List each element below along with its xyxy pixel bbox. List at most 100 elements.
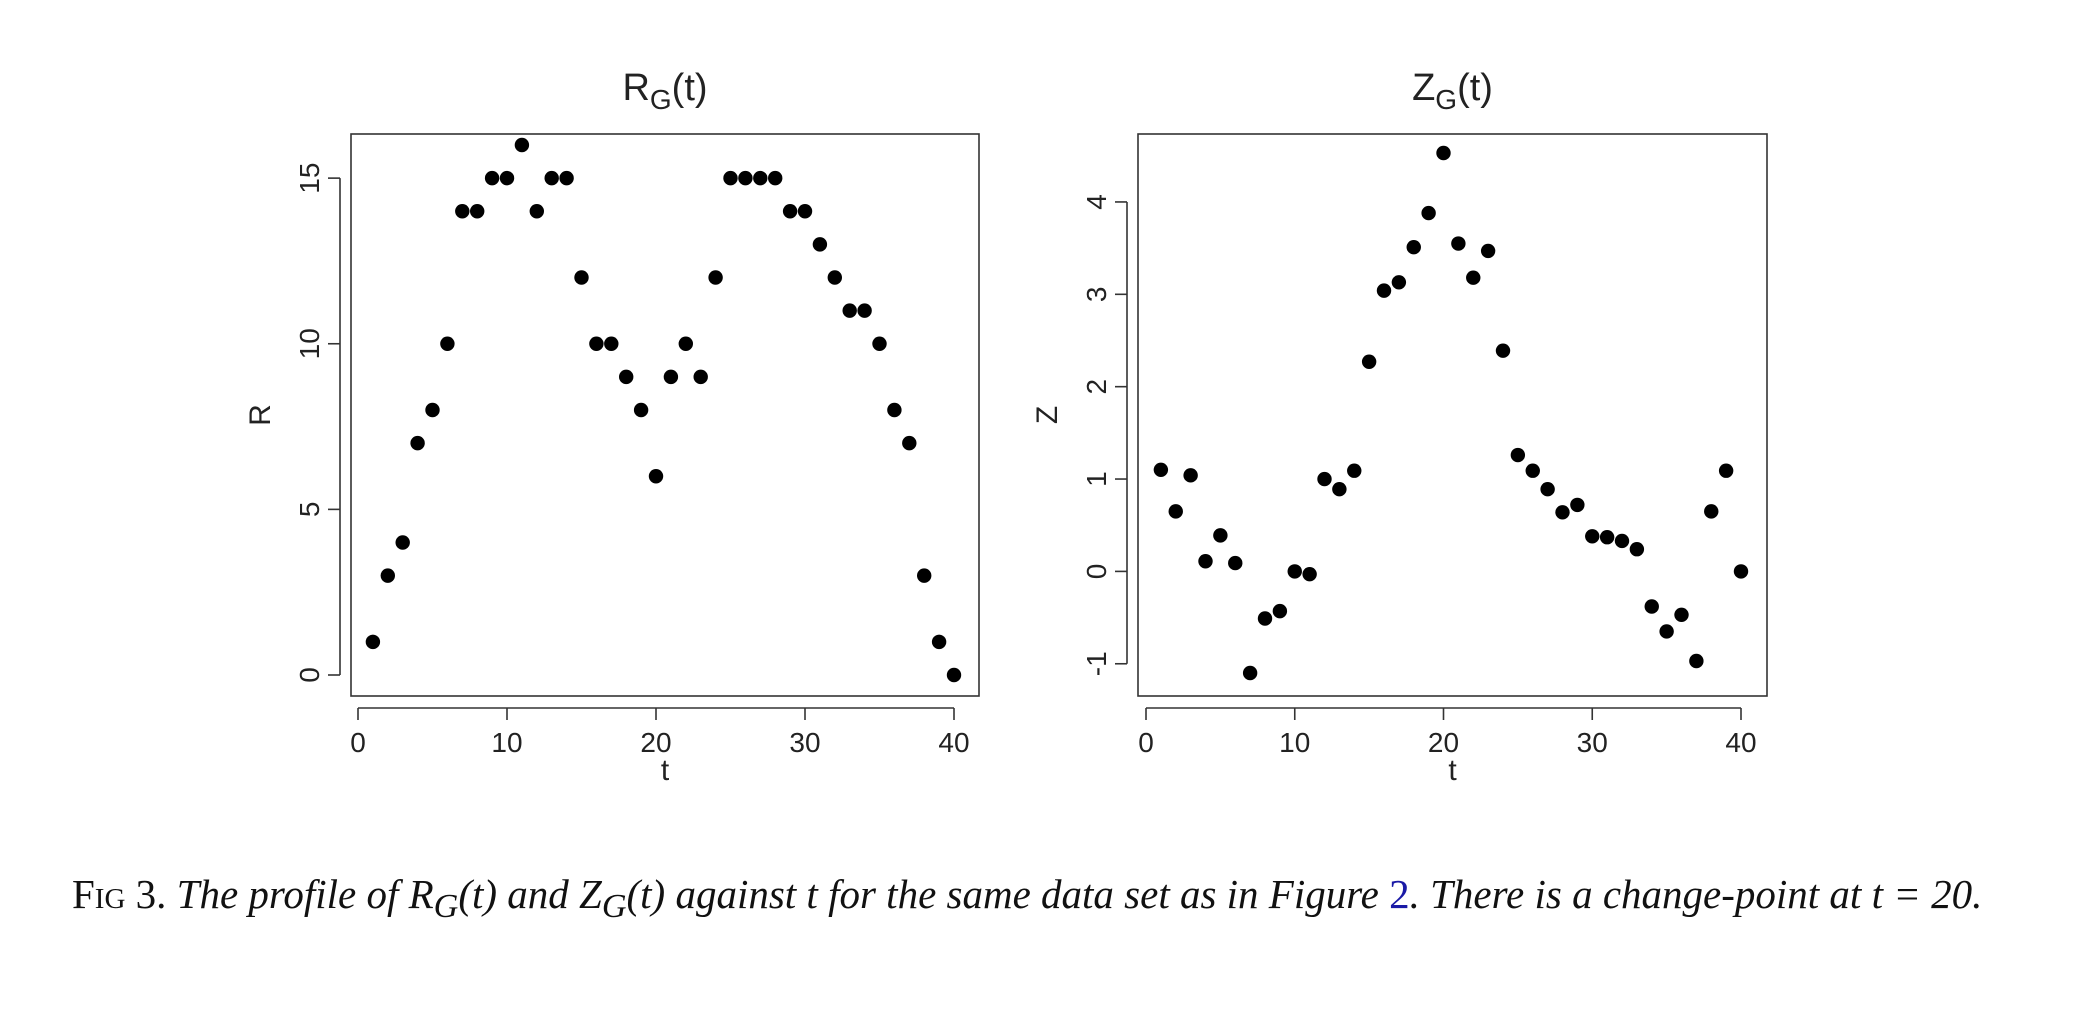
chart-2-y-tick-label: 3 bbox=[1081, 287, 1112, 303]
chart-1-x-tick-label: 20 bbox=[640, 727, 671, 758]
chart-1-point bbox=[425, 402, 440, 418]
chart-2-point bbox=[1406, 240, 1421, 255]
chart-2-point bbox=[1466, 270, 1481, 285]
chart-1-point bbox=[872, 336, 887, 351]
chart-1-point bbox=[514, 137, 530, 153]
chart-2-point bbox=[1242, 665, 1258, 681]
chart-2-point bbox=[1317, 471, 1332, 487]
chart-2-point bbox=[1599, 530, 1615, 545]
chart-1-point bbox=[693, 369, 708, 385]
chart-2-point bbox=[1257, 611, 1273, 626]
chart-2-point bbox=[1332, 481, 1347, 497]
chart-1-x-tick-label: 40 bbox=[938, 727, 969, 758]
chart-2-point bbox=[1213, 528, 1228, 543]
chart-1-point bbox=[827, 270, 842, 285]
chart-2-point bbox=[1272, 603, 1288, 619]
chart-2-plot-frame bbox=[1137, 133, 1768, 697]
chart-2-point bbox=[1347, 463, 1362, 478]
figure-caption: Fig 3. The profile of RG(t) and ZG(t) ag… bbox=[72, 868, 2012, 933]
chart-1-point bbox=[738, 170, 753, 186]
chart-2-x-tick-label: 30 bbox=[1577, 727, 1608, 758]
chart-2-y-tick-label: 1 bbox=[1081, 471, 1112, 487]
chart-2-point bbox=[1302, 566, 1317, 582]
chart-2-point bbox=[1704, 504, 1719, 519]
chart-2-point bbox=[1495, 343, 1511, 358]
chart-2-point bbox=[1421, 205, 1436, 221]
chart-1-point bbox=[931, 634, 947, 650]
panel-z-profile: ZG(t) 0 10 20 30 40 t -1 0 1 2 3 4 Z bbox=[1031, 67, 1768, 787]
chart-2-x-tick-label: 20 bbox=[1428, 727, 1459, 758]
chart-2-y-tick-label: 4 bbox=[1081, 194, 1112, 210]
chart-2-point bbox=[1614, 533, 1630, 549]
chart-2-x-tick-label: 0 bbox=[1138, 727, 1154, 758]
caption-label: Fig 3. bbox=[72, 871, 167, 917]
chart-1-point bbox=[753, 170, 768, 186]
chart-1-point bbox=[708, 270, 723, 285]
chart-1-point bbox=[678, 336, 693, 351]
chart-1-x-tick-label: 30 bbox=[789, 727, 820, 758]
chart-2-point bbox=[1555, 505, 1570, 520]
chart-1-y-tick-label: 15 bbox=[294, 163, 325, 194]
chart-1-point bbox=[842, 303, 857, 318]
caption-body: The profile of RG(t) and ZG(t) against t… bbox=[176, 871, 1983, 926]
chart-2-point bbox=[1480, 243, 1496, 259]
chart-1-point bbox=[917, 568, 932, 583]
chart-1-point bbox=[529, 204, 544, 219]
chart-1-title: RG(t) bbox=[622, 67, 707, 115]
chart-2-title: ZG(t) bbox=[1412, 67, 1493, 115]
chart-1-x-tick-label: 10 bbox=[491, 727, 522, 758]
chart-2-point bbox=[1510, 447, 1526, 463]
chart-1-point bbox=[619, 369, 634, 385]
chart-2-y-tick-label: 0 bbox=[1081, 564, 1112, 580]
chart-2-point bbox=[1540, 481, 1555, 497]
chart-2-y-axis-label: Z bbox=[1031, 406, 1064, 424]
chart-2-point bbox=[1361, 354, 1377, 369]
chart-1-point bbox=[604, 336, 619, 351]
chart-1-point bbox=[380, 568, 395, 583]
chart-2-point bbox=[1570, 497, 1585, 513]
chart-2-x-axis-label: t bbox=[1448, 754, 1457, 787]
chart-2-point bbox=[1629, 542, 1645, 557]
chart-2-point bbox=[1674, 607, 1689, 623]
chart-2-x-tick-label: 40 bbox=[1725, 727, 1756, 758]
chart-1-point bbox=[648, 469, 664, 484]
chart-1-point bbox=[946, 667, 962, 683]
chart-2-point bbox=[1198, 554, 1213, 569]
chart-2-point bbox=[1585, 529, 1600, 544]
chart-1-point bbox=[455, 204, 470, 219]
chart-1-point bbox=[902, 435, 917, 451]
chart-1-y-tick-label: 0 bbox=[294, 667, 325, 683]
chart-2-point bbox=[1183, 468, 1198, 483]
chart-1-point bbox=[589, 336, 604, 351]
chart-1-point bbox=[768, 170, 783, 186]
chart-1-point bbox=[723, 170, 738, 186]
chart-1-point bbox=[440, 336, 455, 351]
chart-2-point bbox=[1525, 463, 1540, 478]
chart-1-point bbox=[782, 204, 798, 219]
chart-1-point bbox=[365, 634, 381, 650]
chart-1-point bbox=[663, 369, 679, 385]
chart-2-point bbox=[1436, 145, 1451, 161]
chart-1-point bbox=[797, 204, 813, 219]
chart-1-point bbox=[484, 170, 500, 186]
chart-2-point bbox=[1718, 463, 1734, 478]
chart-1-y-tick-label: 5 bbox=[294, 502, 325, 518]
chart-1-point bbox=[470, 204, 485, 219]
chart-1-y-tick-label: 10 bbox=[294, 328, 325, 359]
chart-1-point bbox=[499, 170, 515, 186]
figure-reference-link[interactable]: 2 bbox=[1389, 871, 1410, 917]
chart-2-point bbox=[1391, 275, 1407, 290]
chart-2-point bbox=[1228, 555, 1243, 571]
chart-2-point bbox=[1153, 462, 1169, 478]
chart-1-point bbox=[395, 535, 410, 550]
chart-2-point bbox=[1287, 564, 1302, 579]
chart-2-point bbox=[1644, 599, 1659, 614]
chart-2-y-tick-label: 2 bbox=[1081, 379, 1112, 395]
chart-1-point bbox=[410, 435, 425, 451]
panel-r-profile: RG(t) 0 10 20 30 40 t 0 5 10 15 R bbox=[244, 67, 980, 787]
chart-2-point bbox=[1733, 564, 1749, 579]
chart-1-y-axis-label: R bbox=[244, 404, 277, 426]
chart-1-point bbox=[887, 402, 902, 418]
chart-2-y-tick-label: -1 bbox=[1081, 651, 1112, 676]
